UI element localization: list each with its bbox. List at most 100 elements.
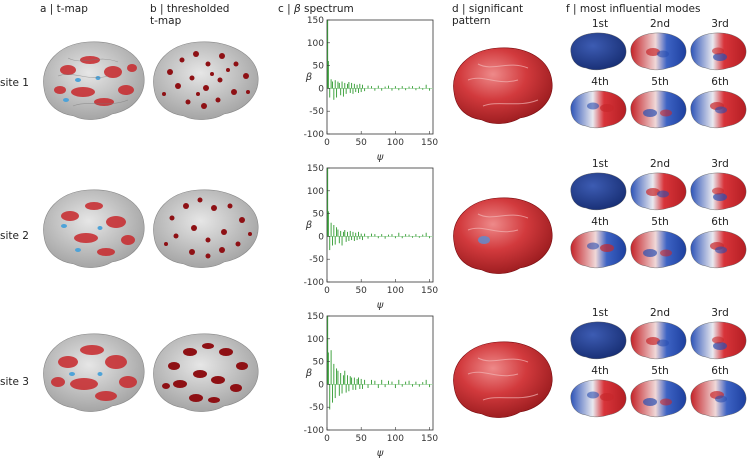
x-tick-label: 150 bbox=[421, 434, 438, 444]
significant-brain-site-3 bbox=[453, 341, 553, 418]
x-tick-label: 0 bbox=[324, 286, 330, 296]
mode-label-5th: 5th bbox=[651, 365, 669, 377]
mode-brain-site-3-3rd bbox=[690, 321, 747, 360]
tmap-brain-site-2 bbox=[43, 189, 145, 268]
y-tick-label: 0 bbox=[318, 232, 324, 242]
y-tick-label: 100 bbox=[307, 39, 324, 49]
y-tick-label: -50 bbox=[309, 255, 324, 265]
header-spectrum-suffix: spectrum bbox=[300, 3, 354, 15]
plot-frame bbox=[326, 19, 434, 135]
mode-label-1st: 1st bbox=[591, 18, 609, 30]
significant-brain-site-2 bbox=[453, 197, 553, 274]
mode-brain-site-3-6th bbox=[690, 379, 747, 418]
mode-label-6th: 6th bbox=[711, 216, 729, 228]
mode-label-5th: 5th bbox=[651, 216, 669, 228]
mode-pattern-blob bbox=[600, 244, 614, 252]
mode-label-2nd: 2nd bbox=[649, 307, 670, 319]
tmap-brain-site-3 bbox=[43, 333, 145, 412]
mode-pattern-blob bbox=[660, 109, 672, 117]
mode-label-5th: 5th bbox=[651, 76, 669, 88]
significant-brain-site-1 bbox=[453, 47, 553, 124]
mode-pattern-blob bbox=[643, 249, 657, 257]
mode-pattern-blob bbox=[713, 342, 727, 350]
x-tick-label: 0 bbox=[324, 434, 330, 444]
mode-label-2nd: 2nd bbox=[649, 158, 670, 170]
mode-brain-site-3-1st bbox=[570, 321, 627, 360]
x-tick-label: 50 bbox=[355, 138, 367, 148]
mode-pattern-blob bbox=[600, 104, 614, 112]
y-tick-label: -50 bbox=[309, 107, 324, 117]
y-axis-label: β bbox=[305, 72, 313, 83]
header-tmap: a | t-map bbox=[40, 3, 88, 15]
mode-label-1st: 1st bbox=[591, 158, 609, 170]
header-spectrum-symbol: β bbox=[294, 3, 301, 15]
mode-brain-site-1-2nd bbox=[630, 32, 687, 71]
mode-label-2nd: 2nd bbox=[649, 18, 670, 30]
mode-label-3rd: 3rd bbox=[711, 307, 729, 319]
mode-pattern-blob bbox=[600, 393, 614, 401]
mode-pattern-blob bbox=[712, 336, 724, 344]
mode-brain-site-1-1st bbox=[570, 32, 627, 71]
mode-brain-site-1-5th bbox=[630, 90, 687, 129]
mode-pattern-blob bbox=[587, 391, 599, 399]
mode-pattern-blob bbox=[660, 249, 672, 257]
header-spectrum: c | β spectrum bbox=[278, 3, 354, 15]
mode-pattern-blob bbox=[713, 193, 727, 201]
mode-brain-site-1-6th bbox=[690, 90, 747, 129]
mode-brain-surface bbox=[570, 32, 627, 71]
mode-brain-site-3-2nd bbox=[630, 321, 687, 360]
x-tick-label: 100 bbox=[387, 434, 404, 444]
mode-brain-site-2-3rd bbox=[690, 172, 747, 211]
mode-brain-site-2-4th bbox=[570, 230, 627, 269]
y-tick-label: 100 bbox=[307, 335, 324, 345]
thresholded-brain-site-3 bbox=[153, 333, 259, 412]
row-label-site-3: site 3 bbox=[0, 376, 29, 388]
y-tick-label: 50 bbox=[313, 62, 325, 72]
mode-brain-surface bbox=[570, 90, 627, 129]
x-tick-label: 150 bbox=[421, 138, 438, 148]
y-tick-label: 150 bbox=[307, 312, 324, 322]
header-spectrum-prefix: c | bbox=[278, 3, 294, 15]
header-modes: f | most influential modes bbox=[566, 3, 701, 15]
mode-pattern-blob bbox=[712, 47, 724, 55]
mode-brain-site-1-4th bbox=[570, 90, 627, 129]
mode-pattern-blob bbox=[646, 337, 660, 345]
y-tick-label: 0 bbox=[318, 380, 324, 390]
x-tick-label: 100 bbox=[387, 138, 404, 148]
mode-brain-site-2-1st bbox=[570, 172, 627, 211]
mode-pattern-blob bbox=[587, 242, 599, 250]
mode-pattern-blob bbox=[646, 188, 660, 196]
mode-brain-site-3-5th bbox=[630, 379, 687, 418]
y-tick-label: -100 bbox=[304, 130, 325, 140]
y-tick-label: 50 bbox=[313, 358, 325, 368]
row-label-site-1: site 1 bbox=[0, 77, 29, 89]
x-tick-label: 50 bbox=[355, 286, 367, 296]
mode-brain-site-2-5th bbox=[630, 230, 687, 269]
mode-brain-surface bbox=[570, 172, 627, 211]
mode-brain-surface bbox=[630, 379, 687, 418]
mode-pattern-blob bbox=[715, 246, 727, 254]
mode-brain-surface bbox=[570, 379, 627, 418]
mode-pattern-blob bbox=[657, 339, 669, 347]
mode-brain-surface bbox=[570, 230, 627, 269]
mode-label-3rd: 3rd bbox=[711, 158, 729, 170]
mode-pattern-blob bbox=[646, 48, 660, 56]
mode-pattern-blob bbox=[587, 102, 599, 110]
y-tick-label: 0 bbox=[318, 84, 324, 94]
mode-label-4th: 4th bbox=[591, 76, 609, 88]
mode-label-4th: 4th bbox=[591, 216, 609, 228]
mode-brain-surface bbox=[630, 90, 687, 129]
y-axis-label: β bbox=[305, 220, 313, 231]
y-tick-label: 150 bbox=[307, 164, 324, 174]
mode-pattern-blob bbox=[643, 398, 657, 406]
mode-label-6th: 6th bbox=[711, 365, 729, 377]
header-significant-line2: pattern bbox=[452, 15, 491, 27]
x-tick-label: 100 bbox=[387, 286, 404, 296]
y-axis-label: β bbox=[305, 368, 313, 379]
row-label-site-2: site 2 bbox=[0, 230, 29, 242]
y-tick-label: -100 bbox=[304, 426, 325, 436]
mode-pattern-blob bbox=[715, 106, 727, 114]
y-tick-label: 150 bbox=[307, 16, 324, 26]
